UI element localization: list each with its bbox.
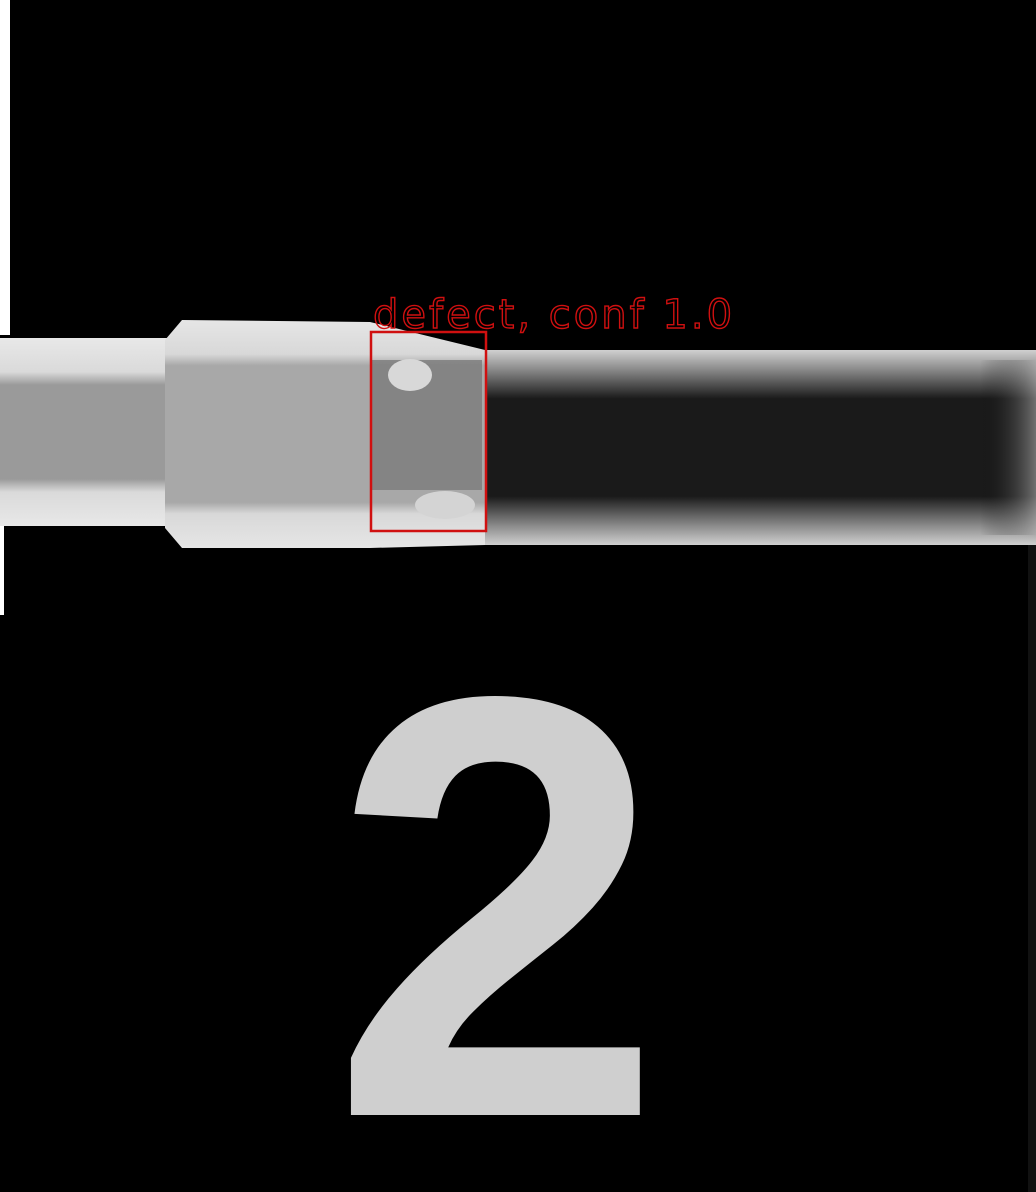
tube-end (980, 360, 1036, 535)
detection-label: defect, conf 1.0 (373, 292, 735, 338)
edge-strip (1028, 545, 1036, 1192)
defect-region (415, 491, 475, 519)
defect-region (388, 359, 432, 391)
tube-right (485, 350, 1036, 545)
tube-left (0, 338, 175, 526)
edge-strip (0, 525, 4, 615)
detection-box (369, 330, 488, 533)
lead-marker: 2 (330, 573, 664, 1192)
edge-strip (0, 0, 10, 335)
